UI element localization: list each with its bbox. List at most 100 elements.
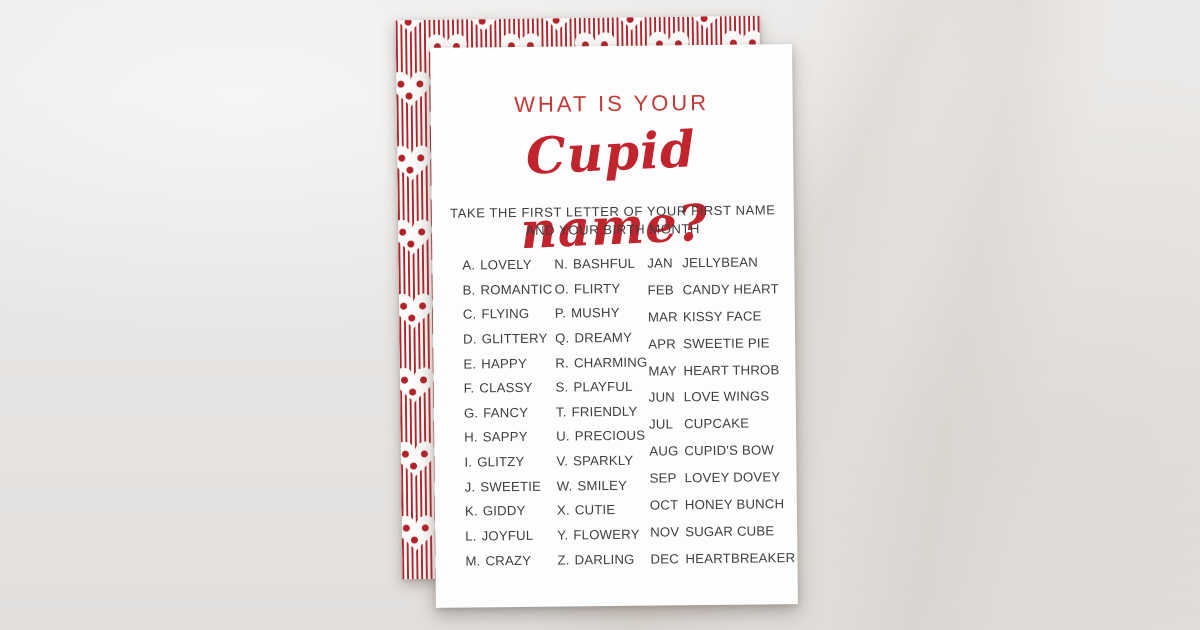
month-list-item: MAY HEART THROB xyxy=(648,357,793,385)
letter-name: FLIRTY xyxy=(573,280,621,297)
month-name: CUPID'S BOW xyxy=(684,442,775,459)
letter-list-item: Z. DARLING xyxy=(557,547,649,573)
letter-name: SWEETIE xyxy=(480,478,542,495)
letter-list-item: O. FLIRTY xyxy=(554,276,646,302)
letter-key: V. xyxy=(556,453,569,469)
letter-key: L. xyxy=(465,528,477,544)
letter-list-item: K. GIDDY xyxy=(465,499,555,525)
letter-name: GLITTERY xyxy=(481,330,548,347)
letter-key: J. xyxy=(464,479,476,495)
letter-name: DARLING xyxy=(574,551,635,568)
month-name: LOVE WINGS xyxy=(683,388,770,405)
letter-list-item: D. GLITTERY xyxy=(463,327,553,353)
month-key: JUN xyxy=(648,389,676,406)
letter-name: FLYING xyxy=(481,306,530,322)
letter-key: E. xyxy=(463,356,477,372)
month-key: DEC xyxy=(650,551,679,567)
letter-list-n-z: N. BASHFUL O. FLIRTY P. MUSHY Q. DREAMY R. CH… xyxy=(554,252,649,573)
letter-name: LOVELY xyxy=(480,256,532,273)
month-name: SWEETIE PIE xyxy=(683,335,770,351)
month-key: MAY xyxy=(648,362,677,379)
letter-name: ROMANTIC xyxy=(480,281,553,298)
month-list-item: SEP LOVEY DOVEY xyxy=(649,464,794,492)
card-front: WHAT IS YOUR Cupid name? TAKE THE FIRST … xyxy=(430,44,798,608)
letter-key: X. xyxy=(556,502,570,519)
letter-list-item: F. CLASSY xyxy=(464,376,554,402)
letter-key: P. xyxy=(554,305,567,321)
letter-name: GLITZY xyxy=(477,454,525,470)
month-list-item: APR SWEETIE PIE xyxy=(648,330,793,358)
letter-list-item: S. PLAYFUL xyxy=(556,375,648,401)
letter-name: FRIENDLY xyxy=(571,403,638,420)
letter-list-item: W. SMILEY xyxy=(557,473,649,499)
month-key: FEB xyxy=(647,282,674,298)
letter-name: SPARKLY xyxy=(572,452,634,469)
letter-key: R. xyxy=(555,355,570,371)
month-list-item: AUG CUPID'S BOW xyxy=(649,437,794,465)
month-name: CUPCAKE xyxy=(683,415,750,432)
letter-key: D. xyxy=(463,331,477,347)
letter-list-item: E. HAPPY xyxy=(463,351,553,377)
month-key: JAN xyxy=(647,255,673,271)
letter-name: GIDDY xyxy=(482,503,526,519)
letter-name: CUTIE xyxy=(574,502,616,518)
month-name: LOVEY DOVEY xyxy=(684,469,781,486)
letter-list-item: H. SAPPY xyxy=(464,425,554,451)
month-key: AUG xyxy=(649,443,679,459)
month-list-item: DEC HEARTBREAKER xyxy=(650,545,795,573)
letter-list-item: Q. DREAMY xyxy=(555,326,647,352)
letter-key: W. xyxy=(556,478,573,494)
month-key: SEP xyxy=(649,470,677,486)
letter-list-item: T. FRIENDLY xyxy=(556,399,648,425)
letter-list-item: X. CUTIE xyxy=(557,498,649,524)
letter-key: I. xyxy=(464,454,473,470)
letter-list-item: R. CHARMING xyxy=(555,350,647,376)
month-key: APR xyxy=(648,336,676,352)
letter-key: A. xyxy=(462,257,476,273)
month-name: KISSY FACE xyxy=(682,308,762,325)
letter-key: K. xyxy=(464,503,478,519)
month-name: JELLYBEAN xyxy=(682,254,759,271)
card-instructions: TAKE THE FIRST LETTER OF YOUR FIRST NAME… xyxy=(432,201,794,241)
letter-key: U. xyxy=(556,428,570,445)
letter-key: C. xyxy=(462,306,477,322)
month-list-item: OCT HONEY BUNCH xyxy=(650,491,795,519)
month-key: JUL xyxy=(648,416,674,432)
letter-key: G. xyxy=(463,405,479,421)
month-key: NOV xyxy=(650,524,680,540)
month-list-item: JUL CUPCAKE xyxy=(649,410,794,438)
letter-name: PLAYFUL xyxy=(573,379,633,395)
month-list: JAN JELLYBEAN FEB CANDY HEART MAR KISSY FAC… xyxy=(647,249,795,573)
letter-name: BASHFUL xyxy=(572,255,636,272)
month-list-item: FEB CANDY HEART xyxy=(647,276,792,304)
letter-name: MUSHY xyxy=(570,305,620,321)
letter-list-item: C. FLYING xyxy=(463,302,553,328)
letter-key: F. xyxy=(463,380,475,396)
letter-name: PRECIOUS xyxy=(574,428,646,444)
month-name: HEART THROB xyxy=(683,361,780,378)
month-key: MAR xyxy=(647,309,678,325)
letter-key: S. xyxy=(555,379,569,395)
instructions-line-1: TAKE THE FIRST LETTER OF YOUR FIRST NAME xyxy=(449,202,776,221)
letter-list-item: I. GLITZY xyxy=(464,450,554,476)
letter-name: SMILEY xyxy=(577,477,628,494)
letter-name: CLASSY xyxy=(479,380,533,396)
letter-name: DREAMY xyxy=(574,329,633,346)
month-list-item: MAR KISSY FACE xyxy=(648,303,793,331)
letter-list-item: V. SPARKLY xyxy=(556,449,648,475)
letter-key: H. xyxy=(464,429,478,446)
month-list-item: JUN LOVE WINGS xyxy=(649,384,794,412)
letter-list-item: P. MUSHY xyxy=(555,301,647,327)
letter-list-item: G. FANCY xyxy=(464,400,554,426)
letter-key: N. xyxy=(554,256,569,272)
letter-key: M. xyxy=(465,553,481,569)
letter-name: FLOWERY xyxy=(573,526,640,543)
letter-name: CRAZY xyxy=(485,552,532,569)
month-list-item: NOV SUGAR CUBE xyxy=(650,518,795,546)
letter-key: O. xyxy=(554,281,570,297)
letter-name: HAPPY xyxy=(481,355,528,371)
month-list-item: JAN JELLYBEAN xyxy=(647,249,792,277)
month-name: CANDY HEART xyxy=(682,281,779,298)
month-name: HONEY BUNCH xyxy=(684,496,785,513)
month-key: OCT xyxy=(649,497,679,513)
